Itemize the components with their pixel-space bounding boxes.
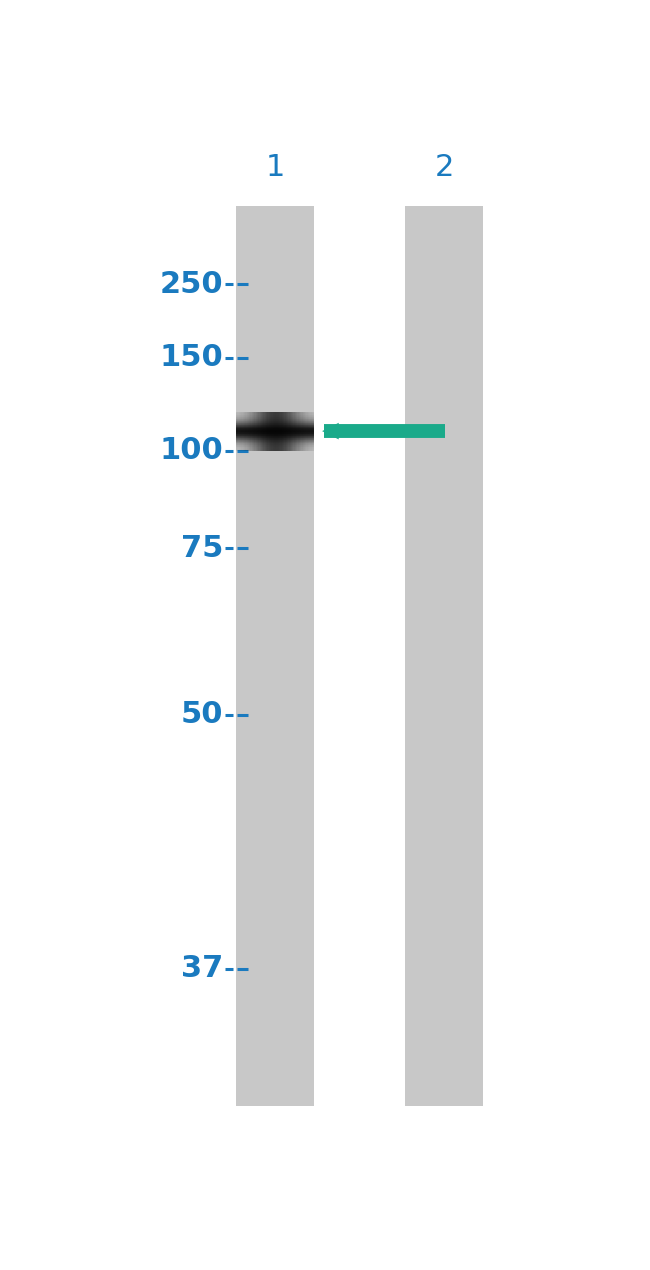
Bar [405, 206, 483, 1106]
Bar [276, 411, 278, 451]
Bar [237, 411, 239, 451]
Bar [311, 411, 313, 451]
Bar [239, 411, 240, 451]
Bar [254, 411, 255, 451]
Bar [300, 411, 301, 451]
Bar [309, 411, 310, 451]
Bar [283, 411, 284, 451]
Text: 100: 100 [160, 436, 224, 465]
Text: 2: 2 [434, 152, 454, 182]
Text: 75: 75 [181, 533, 224, 563]
Bar [240, 411, 241, 451]
Bar [248, 411, 249, 451]
Bar [242, 411, 244, 451]
Bar [249, 411, 250, 451]
Bar [293, 411, 294, 451]
Text: 150: 150 [160, 343, 224, 372]
Bar [261, 411, 262, 451]
Bar [253, 411, 254, 451]
Bar [265, 411, 266, 451]
Bar [289, 411, 291, 451]
Bar [288, 411, 289, 451]
Bar [258, 411, 259, 451]
Bar [259, 411, 261, 451]
Bar [305, 411, 306, 451]
Bar [307, 411, 309, 451]
Bar [236, 411, 237, 451]
Bar [278, 411, 279, 451]
Text: 37: 37 [181, 955, 224, 983]
Bar [285, 411, 287, 451]
Bar [257, 411, 258, 451]
Bar [245, 411, 246, 451]
Bar [297, 411, 298, 451]
Bar [287, 411, 288, 451]
Bar [270, 411, 271, 451]
Bar [281, 411, 283, 451]
Bar [267, 411, 268, 451]
Bar [241, 411, 242, 451]
Bar [310, 411, 311, 451]
Bar [291, 411, 292, 451]
Bar [275, 411, 276, 451]
Bar [236, 206, 314, 1106]
Text: 1: 1 [265, 152, 285, 182]
Bar [272, 411, 274, 451]
Bar [244, 411, 245, 451]
Bar [262, 411, 263, 451]
Bar [301, 411, 302, 451]
Bar [252, 411, 253, 451]
Bar [263, 411, 265, 451]
Bar [274, 411, 275, 451]
Bar [246, 411, 248, 451]
Bar [292, 411, 293, 451]
Text: 50: 50 [181, 700, 224, 729]
Bar [294, 411, 296, 451]
Bar [302, 411, 304, 451]
Bar [255, 411, 257, 451]
Bar [296, 411, 297, 451]
Bar [271, 411, 272, 451]
Bar [298, 411, 300, 451]
Bar [250, 411, 252, 451]
Bar [313, 411, 314, 451]
Bar [266, 411, 267, 451]
Bar [284, 411, 285, 451]
Bar [304, 411, 305, 451]
Bar [306, 411, 307, 451]
Bar [268, 411, 270, 451]
Text: 250: 250 [160, 271, 224, 298]
Bar [279, 411, 280, 451]
Bar [280, 411, 281, 451]
